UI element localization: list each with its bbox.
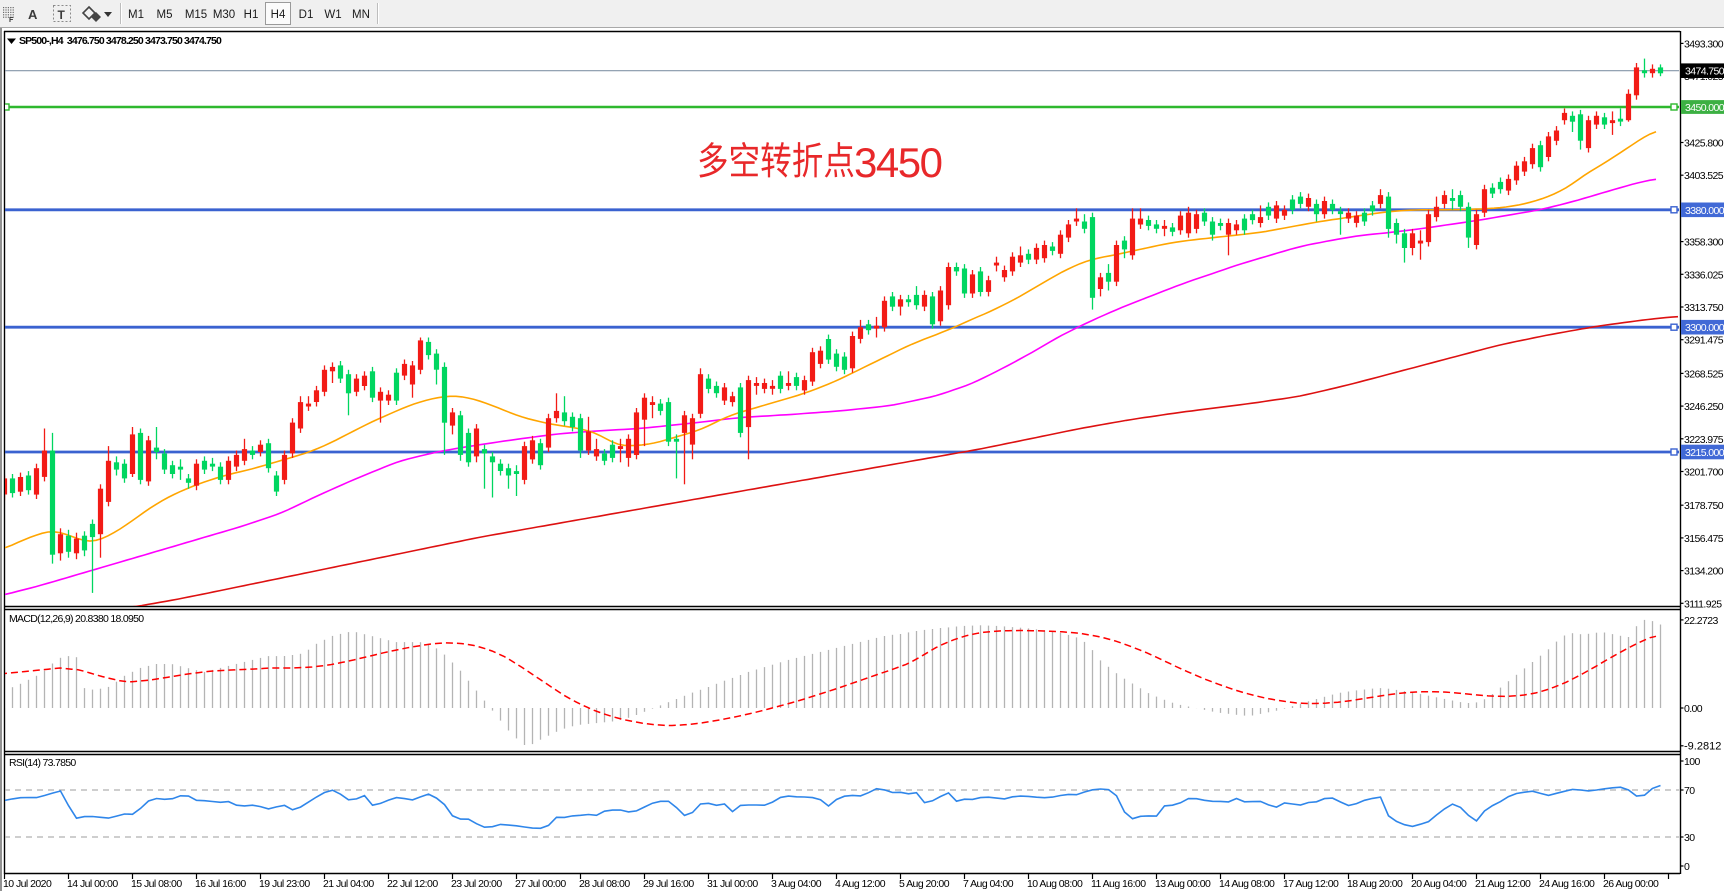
svg-text:W1: W1 [324, 9, 341, 21]
svg-text:24 Aug 16:00: 24 Aug 16:00 [1539, 878, 1595, 890]
svg-text:3215.000: 3215.000 [1685, 447, 1724, 459]
svg-text:14 Jul 00:00: 14 Jul 00:00 [67, 878, 118, 890]
svg-text:19 Jul 23:00: 19 Jul 23:00 [259, 878, 310, 890]
svg-text:3474.750: 3474.750 [1685, 66, 1724, 78]
svg-text:70: 70 [1684, 785, 1695, 797]
svg-text:3268.525: 3268.525 [1684, 368, 1724, 380]
svg-text:27 Jul 00:00: 27 Jul 00:00 [515, 878, 566, 890]
svg-text:M30: M30 [213, 9, 235, 21]
svg-text:14 Aug 08:00: 14 Aug 08:00 [1219, 878, 1275, 890]
svg-text:17 Aug 12:00: 17 Aug 12:00 [1283, 878, 1339, 890]
svg-text:3313.750: 3313.750 [1684, 302, 1724, 314]
svg-text:3134.200: 3134.200 [1684, 566, 1724, 578]
svg-text:3 Aug 04:00: 3 Aug 04:00 [771, 878, 822, 890]
svg-text:3223.975: 3223.975 [1684, 434, 1724, 446]
svg-text:22 Jul 12:00: 22 Jul 12:00 [387, 878, 438, 890]
svg-text:RSI(14) 73.7850: RSI(14) 73.7850 [9, 757, 76, 769]
svg-text:16 Jul 16:00: 16 Jul 16:00 [195, 878, 246, 890]
svg-text:3201.700: 3201.700 [1684, 467, 1724, 479]
svg-text:T: T [58, 8, 66, 22]
svg-text:H1: H1 [244, 9, 259, 21]
svg-text:7 Aug 04:00: 7 Aug 04:00 [963, 878, 1014, 890]
svg-text:MN: MN [352, 9, 370, 21]
svg-text:22.2723: 22.2723 [1684, 615, 1719, 627]
svg-text:5 Aug 20:00: 5 Aug 20:00 [899, 878, 950, 890]
svg-text:23 Jul 20:00: 23 Jul 20:00 [451, 878, 502, 890]
svg-text:SP500-,H4 3476.750 3478.250 3: SP500-,H4 3476.750 3478.250 3473.750 347… [19, 35, 222, 47]
svg-text:3111.925: 3111.925 [1684, 598, 1722, 610]
svg-text:MACD(12,26,9) 20.8380 18.0950: MACD(12,26,9) 20.8380 18.0950 [9, 613, 144, 625]
svg-text:3300.000: 3300.000 [1685, 322, 1724, 334]
svg-text:13 Aug 00:00: 13 Aug 00:00 [1155, 878, 1211, 890]
svg-text:15 Jul 08:00: 15 Jul 08:00 [131, 878, 182, 890]
svg-text:10 Jul 2020: 10 Jul 2020 [3, 878, 52, 890]
svg-text:3358.300: 3358.300 [1684, 237, 1724, 249]
svg-text:3156.475: 3156.475 [1684, 533, 1724, 545]
svg-text:H4: H4 [271, 9, 286, 21]
svg-text:A: A [28, 7, 38, 22]
svg-text:10 Aug 08:00: 10 Aug 08:00 [1027, 878, 1083, 890]
svg-text:26 Aug 00:00: 26 Aug 00:00 [1603, 878, 1659, 890]
svg-text:18 Aug 20:00: 18 Aug 20:00 [1347, 878, 1403, 890]
svg-text:3178.750: 3178.750 [1684, 500, 1724, 512]
svg-text:M5: M5 [157, 9, 173, 21]
svg-text:3291.475: 3291.475 [1684, 335, 1724, 347]
svg-text:D1: D1 [299, 9, 314, 21]
svg-text:28 Jul 08:00: 28 Jul 08:00 [579, 878, 630, 890]
svg-text:30: 30 [1684, 832, 1695, 844]
svg-text:11 Aug 16:00: 11 Aug 16:00 [1091, 878, 1146, 890]
svg-text:21 Jul 04:00: 21 Jul 04:00 [323, 878, 374, 890]
svg-text:-9.2812: -9.2812 [1684, 741, 1721, 753]
svg-text:3450.000: 3450.000 [1685, 102, 1724, 114]
svg-text:3336.025: 3336.025 [1684, 269, 1724, 281]
svg-text:3493.300: 3493.300 [1684, 38, 1724, 50]
svg-text:M1: M1 [128, 9, 144, 21]
svg-text:F: F [9, 17, 14, 24]
svg-text:29 Jul 16:00: 29 Jul 16:00 [643, 878, 694, 890]
svg-text:0: 0 [1684, 861, 1690, 873]
svg-text:4 Aug 12:00: 4 Aug 12:00 [835, 878, 886, 890]
svg-text:M15: M15 [185, 9, 207, 21]
svg-text:3380.000: 3380.000 [1685, 205, 1724, 217]
svg-text:3246.250: 3246.250 [1684, 401, 1724, 413]
svg-text:31 Jul 00:00: 31 Jul 00:00 [707, 878, 758, 890]
svg-text:100: 100 [1684, 756, 1700, 768]
svg-text:3450: 3450 [854, 139, 942, 186]
svg-text:21 Aug 12:00: 21 Aug 12:00 [1475, 878, 1531, 890]
svg-text:0.00: 0.00 [1684, 703, 1703, 715]
svg-text:3425.800: 3425.800 [1684, 138, 1724, 150]
svg-text:3403.525: 3403.525 [1684, 170, 1724, 182]
svg-text:20 Aug 04:00: 20 Aug 04:00 [1411, 878, 1467, 890]
